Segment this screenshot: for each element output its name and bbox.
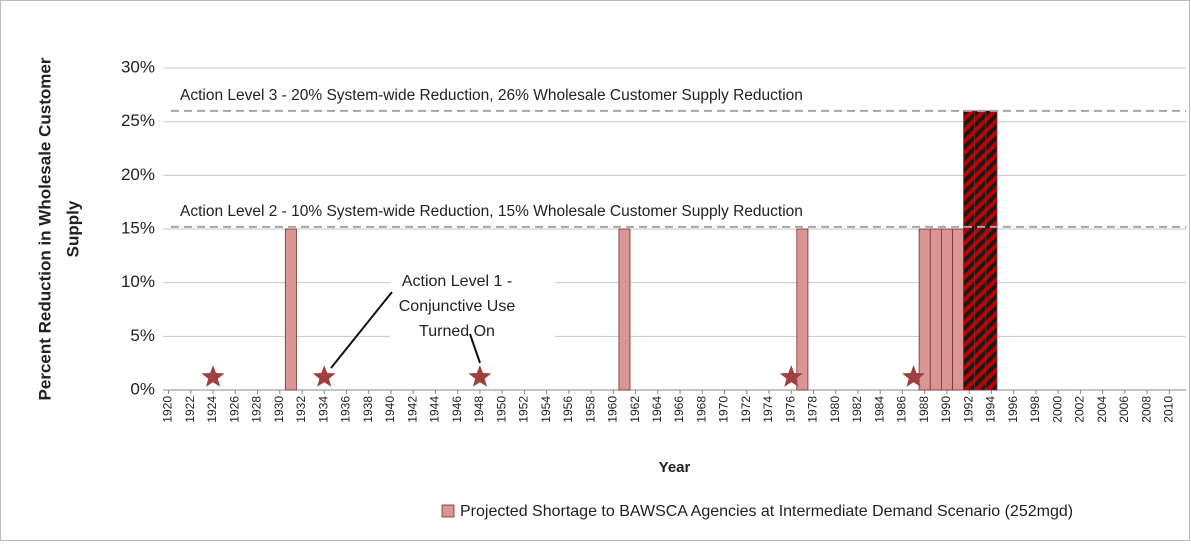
x-tick-label: 1978 [806,396,820,423]
y-tick-label: 15% [121,218,155,237]
x-tick-label: 1926 [227,396,241,423]
x-tick-label: 2010 [1161,396,1175,423]
star-marker [779,365,803,387]
annotation-bg [390,266,555,346]
bar [952,228,965,391]
x-tick-label: 1982 [850,396,864,423]
x-tick-label: 1948 [472,396,486,423]
bar [940,228,953,391]
x-tick-label: 2000 [1050,396,1064,423]
annotation: Conjunctive Use [399,298,516,315]
bar [918,228,931,391]
bar [618,228,631,391]
arrow [330,291,393,369]
x-tick-label: 1998 [1028,396,1042,423]
x-tick-label: 1988 [917,396,931,423]
x-tick-label: 1964 [650,396,664,423]
x-tick-label: 1928 [250,396,264,423]
x-tick-label: 1960 [606,396,620,423]
x-tick-label: 1970 [717,396,731,423]
bar [985,110,998,391]
legend: Projected Shortage to BAWSCA Agencies at… [441,503,1073,520]
y-tick-label: 25% [121,111,155,130]
annotation: Turned On [419,323,495,340]
x-tick-label: 1974 [761,396,775,423]
x-tick-label: 1938 [361,396,375,423]
arrow [469,333,481,364]
x-tick-label: 1958 [583,396,597,423]
x-tick-label: 1962 [628,396,642,423]
bar [963,110,976,391]
annotation: Action Level 1 - [402,273,512,290]
bar [796,228,809,391]
x-tick-label: 1980 [828,396,842,423]
x-axis-title: Year [659,459,691,476]
x-tick-label: 1932 [294,396,308,423]
x-tick-label: 1984 [872,396,886,423]
x-tick-label: 1920 [161,396,175,423]
y-tick-label: 30% [121,57,155,76]
reference-label: Action Level 3 - 20% System-wide Reducti… [180,87,803,104]
x-tick-label: 1992 [961,396,975,423]
x-tick-label: 2004 [1095,396,1109,423]
bar [284,228,297,391]
x-tick-label: 1940 [383,396,397,423]
y-axis-title: Percent Reduction in Wholesale Customer [35,57,54,400]
y-tick-label: 20% [121,165,155,184]
x-tick-label: 2008 [1139,396,1153,423]
y-tick-label: 0% [130,379,155,398]
y-tick-label: 10% [121,272,155,291]
x-tick-label: 1936 [339,396,353,423]
x-tick-label: 2006 [1117,396,1131,423]
x-tick-label: 1994 [984,396,998,423]
star-marker [201,365,225,387]
y-tick-label: 5% [130,326,155,345]
legend-label: Projected Shortage to BAWSCA Agencies at… [460,503,1073,520]
x-tick-label: 1946 [450,396,464,423]
x-tick-label: 1952 [517,396,531,423]
x-tick-label: 1950 [494,396,508,423]
x-tick-label: 1968 [694,396,708,423]
x-tick-label: 1966 [672,396,686,423]
reference-label: Action Level 2 - 10% System-wide Reducti… [180,203,803,220]
x-tick-label: 1944 [428,396,442,423]
x-tick-label: 1924 [205,396,219,423]
x-tick-label: 1956 [561,396,575,423]
x-tick-label: 1986 [895,396,909,423]
star-marker [312,365,336,387]
legend-swatch [441,504,455,518]
x-tick-label: 1922 [183,396,197,423]
x-tick-label: 1942 [405,396,419,423]
x-tick-label: 1996 [1006,396,1020,423]
y-axis-title: Supply [63,200,82,257]
bar [929,228,942,391]
x-tick-label: 1930 [272,396,286,423]
star-marker [902,365,925,387]
x-tick-label: 1972 [739,396,753,423]
x-tick-label: 1954 [539,396,553,423]
x-tick-label: 1976 [783,396,797,423]
x-tick-label: 1990 [939,396,953,423]
x-tick-label: 2002 [1073,396,1087,423]
star-marker [468,365,492,387]
bar [974,110,987,391]
x-tick-label: 1934 [316,396,330,423]
